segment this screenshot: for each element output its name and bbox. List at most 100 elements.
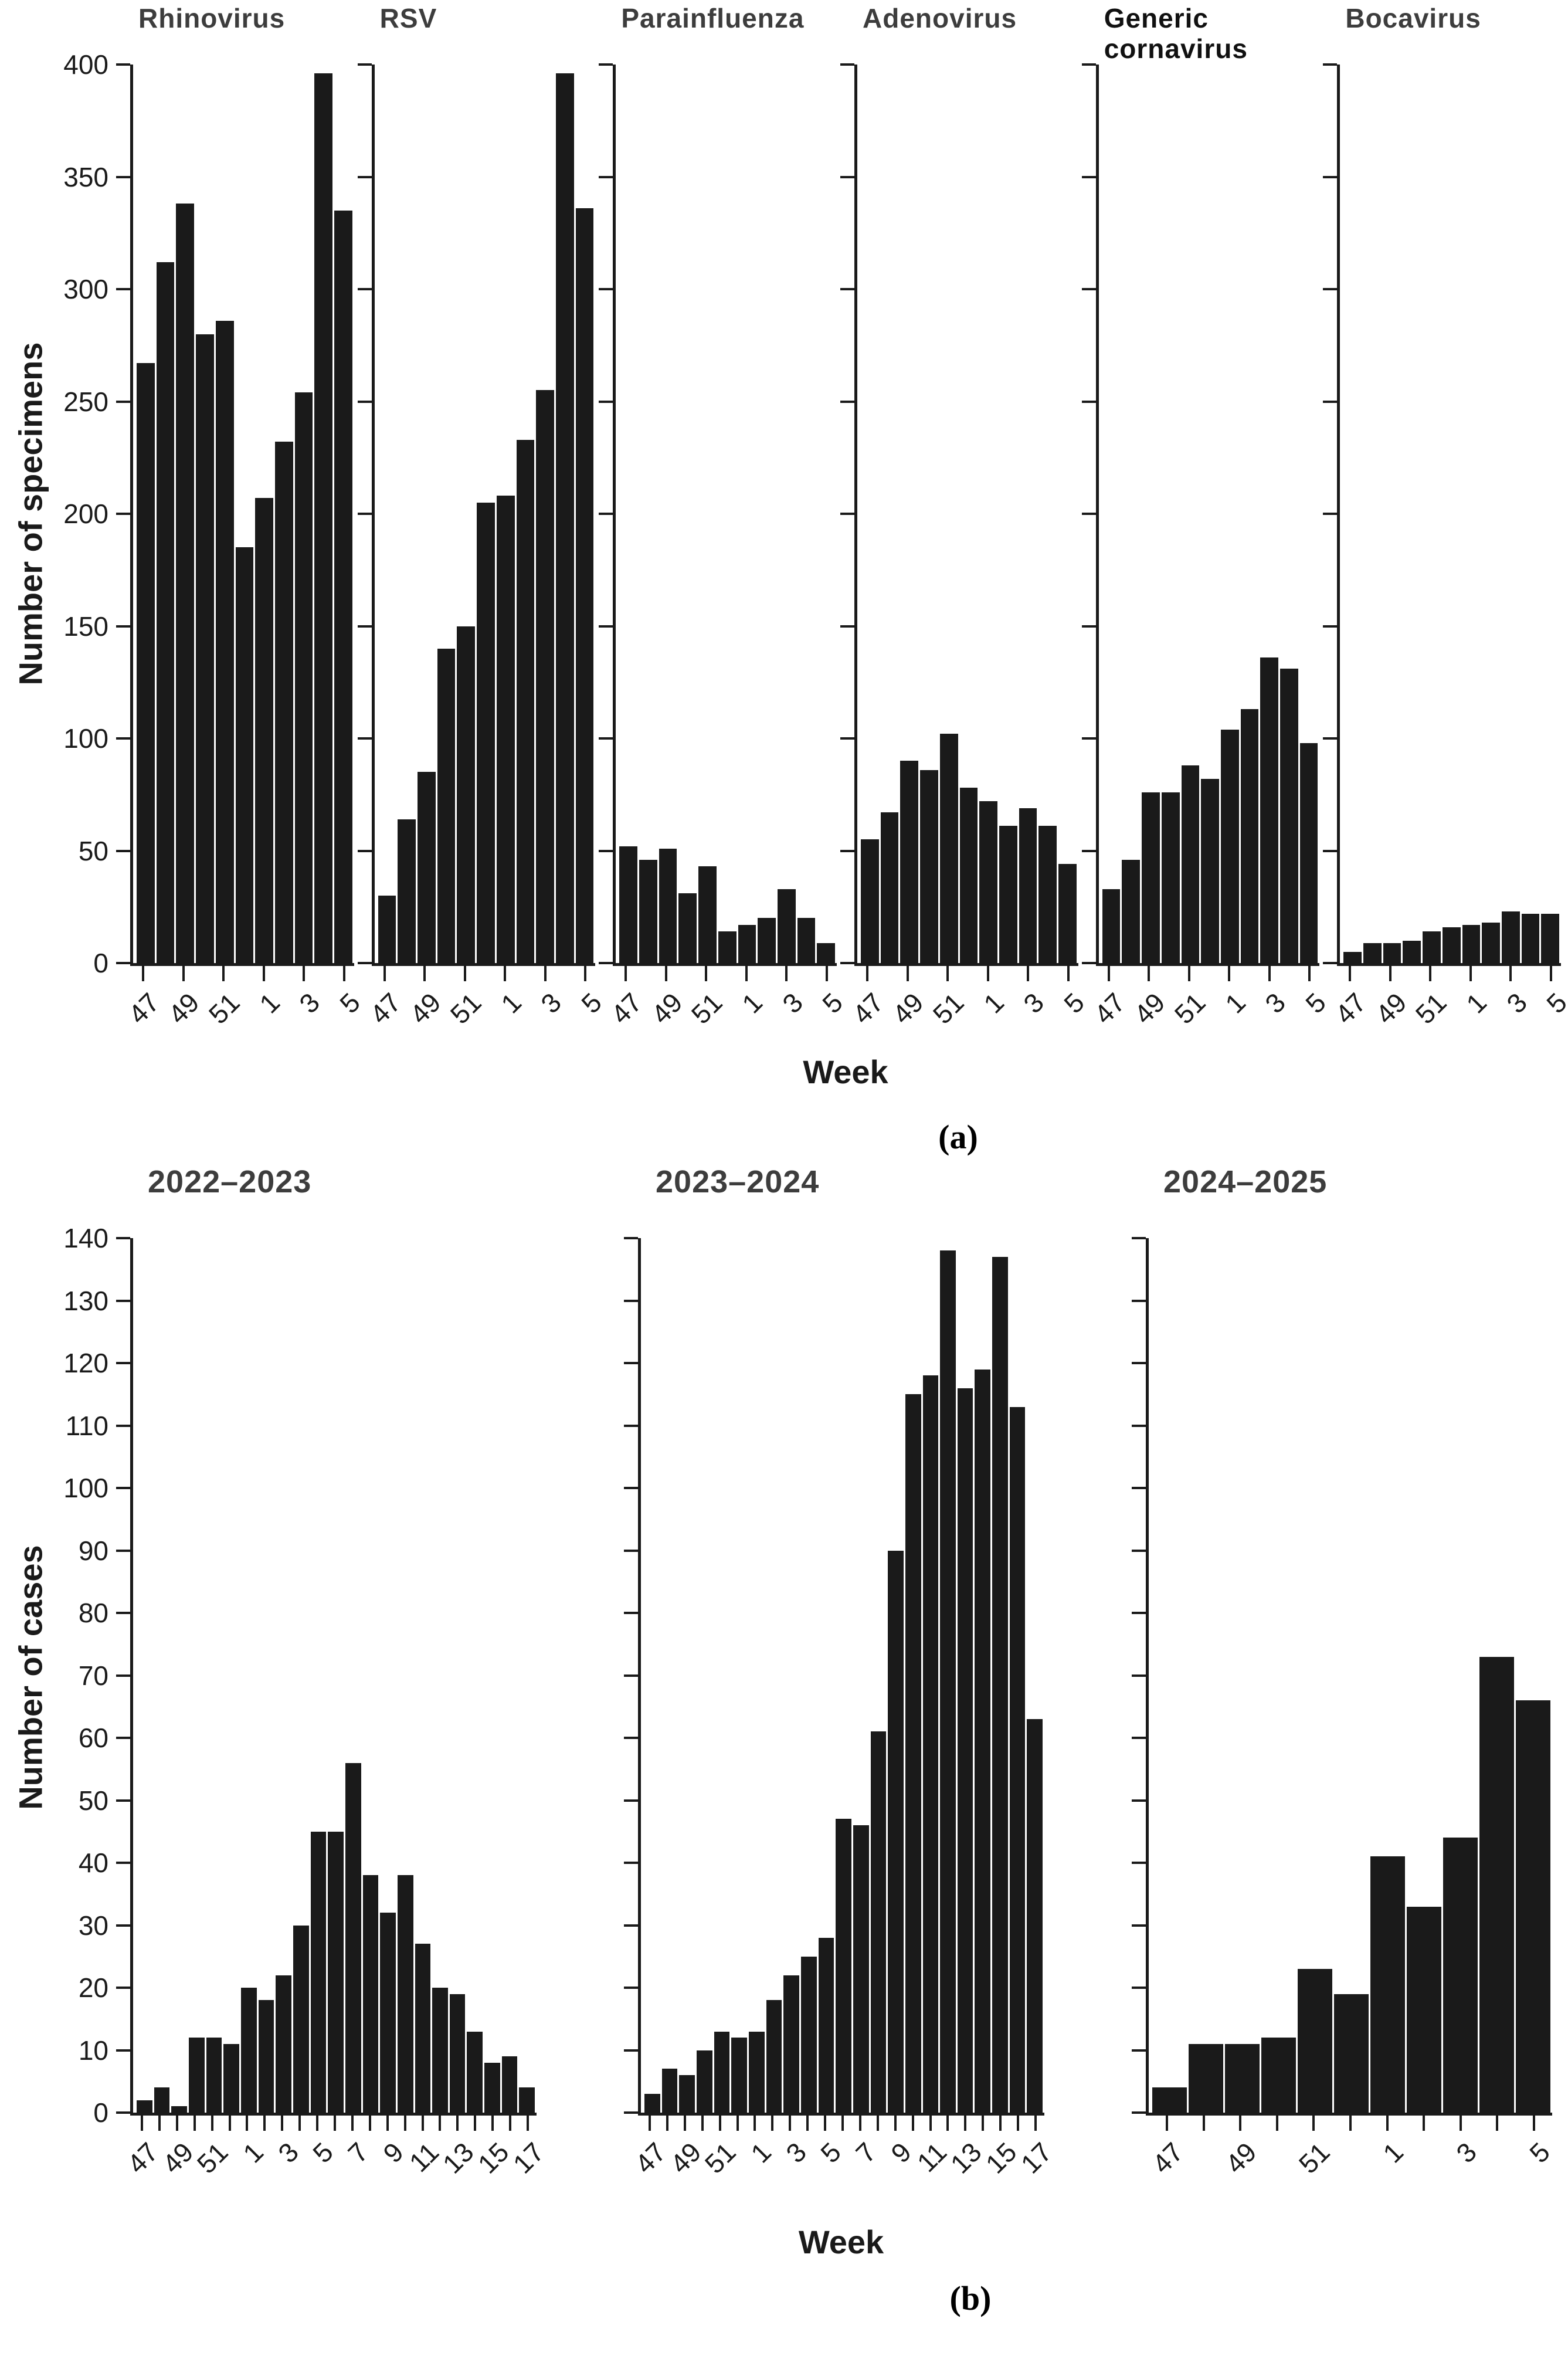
bar-week-1	[738, 924, 756, 963]
bar-week-3	[1019, 808, 1037, 963]
bar-week-14	[975, 1369, 991, 2113]
x-tick-label: 5	[1058, 987, 1091, 1019]
x-tick	[1429, 966, 1432, 981]
bar-week-49	[1225, 2043, 1260, 2113]
x-tick	[509, 2116, 512, 2131]
x-tick	[718, 2116, 721, 2131]
subplot-2024-2025: 2024–2025 47 49 51 1 3 5	[1132, 1164, 1556, 2179]
subplot-title-adenovirus: Adenovirus	[863, 3, 1017, 33]
x-tick-label: 3	[293, 987, 326, 1019]
y-tick	[1132, 1299, 1146, 1302]
bars-rhinovirus	[133, 65, 354, 963]
panel-b-caption: (b)	[949, 2279, 992, 2317]
bar-week-7	[853, 1825, 869, 2113]
y-tick	[116, 288, 130, 290]
y-tick	[1323, 849, 1338, 852]
y-tick-label: 50	[78, 835, 108, 866]
y-tick	[116, 1299, 130, 1302]
x-tick-label: 49	[1369, 987, 1413, 1030]
panel-b-subplots: 2022–2023 0 10 20 30 40 50 60 70 80 90 100 110 120 130…	[63, 1164, 1556, 2179]
y-tick	[624, 1674, 638, 1677]
y-tick	[357, 513, 372, 515]
y-tick-label: 150	[63, 611, 108, 642]
y-tick	[1132, 1487, 1146, 1489]
plot-area-2022-2023: 0 10 20 30 40 50 60 70 80 90 100 110 120 130 140 47 49 51…	[63, 1223, 549, 2179]
x-tick-label: 3	[271, 2136, 304, 2169]
y-tick-label: 100	[63, 723, 108, 754]
bar-week-9	[888, 1550, 904, 2113]
bar-week-17	[1027, 1719, 1043, 2113]
bar-week-47	[1152, 2087, 1187, 2113]
bar-week-5	[1516, 1700, 1550, 2113]
y-tick	[116, 1612, 130, 1615]
y-tick	[624, 1362, 638, 1364]
x-tick-label: 49	[1219, 2136, 1262, 2179]
bar-week-49	[1383, 943, 1401, 963]
y-tick	[116, 737, 130, 740]
y-tick	[357, 625, 372, 628]
y-tick	[1323, 175, 1338, 178]
bar-week-3	[276, 1975, 291, 2113]
subplot-title-bocavirus: Bocavirus	[1345, 3, 1481, 33]
y-tick	[624, 1799, 638, 1802]
x-tick	[683, 2116, 686, 2131]
y-tick-label: 250	[63, 386, 108, 417]
bars-2023-2024	[641, 1238, 1044, 2113]
bar-week-5	[1058, 864, 1077, 963]
y-tick	[1081, 737, 1096, 740]
y-tick	[599, 63, 613, 66]
bar-week-16	[1009, 1406, 1026, 2113]
bars-rsv	[375, 65, 596, 963]
bar-week-48	[398, 819, 416, 963]
x-tick-label: 49	[1128, 987, 1171, 1030]
x-tick	[771, 2116, 774, 2131]
x-tick	[386, 2116, 389, 2131]
bar-week-47	[619, 846, 638, 963]
bar-week-3	[1443, 1838, 1478, 2113]
x-tick	[383, 966, 386, 981]
y-tick-label: 110	[65, 1410, 108, 1441]
x-tick-label: 51	[1168, 987, 1211, 1030]
x-tick-label: 5	[307, 2136, 340, 2169]
x-tick	[544, 966, 547, 981]
bar-week-4	[1038, 826, 1057, 963]
x-tick	[211, 2116, 213, 2131]
x-tick-label: 1	[978, 987, 1010, 1019]
x-tick-label: 1	[237, 2136, 269, 2169]
x-tick-label: 1	[736, 987, 769, 1019]
x-tick	[182, 966, 185, 981]
x-tick	[806, 2116, 809, 2131]
x-tick-label: 47	[364, 987, 407, 1030]
y-tick	[1132, 1799, 1146, 1802]
bar-week-4	[1521, 913, 1540, 963]
y-tick	[624, 1487, 638, 1489]
x-tick	[1166, 2116, 1169, 2131]
bar-week-4	[800, 1956, 817, 2113]
x-tick	[858, 2116, 861, 2131]
x-tick-label: 3	[779, 2136, 812, 2169]
x-tick	[463, 966, 466, 981]
y-tick-label: 80	[78, 1598, 108, 1628]
bar-week-2	[1407, 1906, 1441, 2113]
x-tick-label: 17	[1014, 2136, 1058, 2179]
x-tick	[1017, 2116, 1020, 2131]
bar-week-51	[1181, 765, 1200, 963]
y-tick	[1081, 288, 1096, 290]
x-tick	[701, 2116, 704, 2131]
bar-week-49	[418, 772, 436, 963]
x-tick-label: 5	[1523, 2136, 1556, 2169]
y-tick	[624, 2111, 638, 2114]
x-tick-label: 1	[1460, 987, 1493, 1019]
bar-week-51	[714, 2031, 730, 2113]
y-tick	[1081, 63, 1096, 66]
bar-week-50	[188, 2038, 205, 2113]
bar-week-4	[797, 918, 816, 963]
x-tick-label: 51	[699, 2136, 742, 2179]
x-tick	[246, 2116, 249, 2131]
x-tick	[911, 2116, 914, 2131]
y-tick	[624, 1237, 638, 1239]
bar-week-52	[718, 931, 737, 963]
x-tick	[504, 966, 507, 981]
bar-week-52	[1442, 927, 1461, 963]
panel-a: Rhinovirus 0 50 100 150 200 250 300 350 400 47 49 51…	[63, 3, 1568, 1029]
